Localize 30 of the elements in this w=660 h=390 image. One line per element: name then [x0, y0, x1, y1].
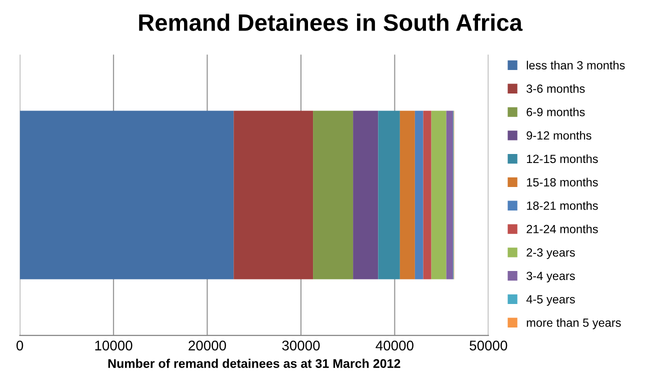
x-tick-label: 40000: [376, 340, 414, 350]
bar: [446, 110, 453, 280]
bar: [400, 110, 415, 280]
legend-label: 3-4 years: [526, 272, 575, 282]
legend-label: 21-24 months: [526, 224, 598, 234]
x-axis-title: Number of remand detainees as at 31 March 2012: [108, 358, 400, 368]
x-tick-label: 30000: [282, 340, 320, 350]
legend-label: 12-15 months: [527, 154, 598, 164]
legend-label: 6-9 months: [526, 108, 585, 116]
legend-label: 9-12 months: [526, 130, 592, 140]
legend-label: 2-3 years: [526, 248, 575, 260]
x-tick-label: 20000: [188, 340, 226, 350]
chart-title: Remand Detainees in South Africa: [139, 14, 523, 31]
bar: [353, 110, 378, 280]
bar: [378, 110, 400, 280]
legend-label: 3-6 months: [526, 84, 585, 93]
bar: [313, 110, 354, 280]
legend-label: less than 3 months: [526, 60, 625, 70]
bar: [423, 110, 432, 280]
bar: [20, 110, 234, 280]
x-tick-label: 50000: [470, 340, 508, 350]
legend-label: 18-21 months: [527, 201, 598, 210]
legend-label: more than 5 years: [526, 318, 621, 330]
bar: [414, 110, 424, 280]
legend-label: 4-5 years: [526, 295, 575, 306]
bar: [431, 110, 446, 280]
legend-label: 15-18 months: [527, 178, 598, 186]
bar: [234, 110, 314, 280]
x-tick-label: 0: [16, 340, 24, 350]
x-tick-label: 10000: [95, 340, 132, 350]
